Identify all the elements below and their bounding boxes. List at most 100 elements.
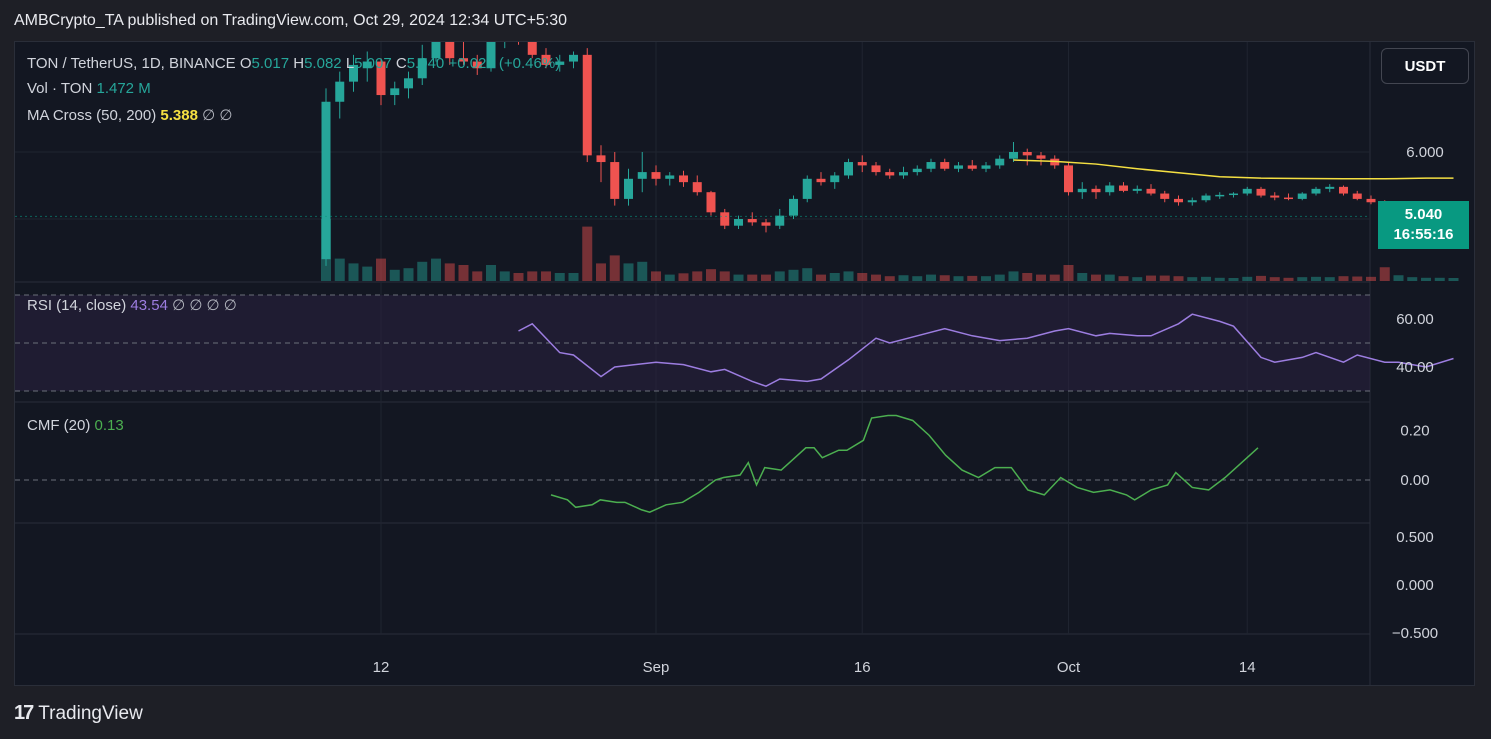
open-value: 5.017 xyxy=(251,55,290,72)
volume-label[interactable]: Vol · TON xyxy=(27,80,93,97)
candle-body xyxy=(1311,188,1321,194)
volume-bar xyxy=(637,261,648,281)
volume-bar xyxy=(389,269,400,281)
candle-body xyxy=(376,61,386,96)
volume-bar xyxy=(1297,277,1308,281)
volume-bar xyxy=(857,273,868,281)
candle-body xyxy=(761,222,771,226)
candle-body xyxy=(637,172,647,179)
rsi-tick-label: 60.00 xyxy=(1396,311,1434,328)
candle-body xyxy=(582,54,592,156)
candle-body xyxy=(844,162,853,176)
candle-body xyxy=(789,198,798,216)
currency-button[interactable]: USDT xyxy=(1381,48,1469,84)
close-label: C xyxy=(395,55,407,72)
candle-body xyxy=(445,42,455,59)
candle-body xyxy=(954,165,963,169)
candle-body xyxy=(747,219,757,223)
candle-body xyxy=(1229,193,1238,196)
chart-canvas[interactable]: 6.000 60.00 40.00 0.20 0.00 0.500 0.000 −0.500 1… xyxy=(15,42,1474,685)
candle-body xyxy=(404,78,413,89)
candle-body xyxy=(1215,194,1225,197)
symbol-name[interactable]: TON / TetherUS, 1D, BINANCE xyxy=(27,55,236,72)
volume-bar xyxy=(1118,276,1129,281)
candle-body xyxy=(995,158,1005,166)
volume-bar xyxy=(1036,274,1046,281)
ma-value: 5.388 xyxy=(160,107,198,124)
volume-bar xyxy=(1311,276,1321,281)
volume-bar xyxy=(1283,277,1294,281)
volume-bar xyxy=(1269,277,1280,281)
volume-bar xyxy=(788,269,799,281)
cmf-label[interactable]: CMF (20) xyxy=(27,417,91,434)
time-tick-label: 16 xyxy=(854,659,871,676)
candle-body xyxy=(472,61,482,69)
volume-bar xyxy=(568,273,579,281)
volume-bar xyxy=(1091,274,1101,281)
candle-body xyxy=(1297,193,1307,199)
candle-body xyxy=(486,42,496,69)
volume-bar xyxy=(1256,275,1266,281)
volume-bar xyxy=(582,226,593,281)
open-label: O xyxy=(239,55,252,72)
volume-bar xyxy=(664,274,675,281)
volume-bar xyxy=(926,274,936,281)
volume-bar xyxy=(403,268,414,281)
candle-body xyxy=(679,175,688,183)
volume-bar xyxy=(816,274,826,281)
candle-body xyxy=(1077,188,1087,193)
candle-body xyxy=(1256,188,1266,196)
candle-body xyxy=(1325,186,1335,189)
high-label: H xyxy=(293,55,305,72)
volume-bar xyxy=(733,274,744,281)
volume-bar xyxy=(706,269,716,281)
low-value: 5.007 xyxy=(354,55,392,72)
high-value: 5.082 xyxy=(304,55,342,72)
candle-body xyxy=(802,178,812,199)
volume-bar xyxy=(623,263,634,281)
price-tick-label: 6.000 xyxy=(1406,144,1444,161)
volume-bar xyxy=(1366,276,1376,281)
candle-body xyxy=(1366,198,1376,203)
candle-body xyxy=(1174,198,1183,203)
candle-body xyxy=(816,178,826,183)
candle-body xyxy=(871,165,881,173)
candle-body xyxy=(1201,195,1211,201)
candle-body xyxy=(541,54,551,65)
time-tick-label: 14 xyxy=(1239,659,1256,676)
symbol-legend: TON / TetherUS, 1D, BINANCE O5.017 H5.08… xyxy=(27,55,560,72)
candle-body xyxy=(1146,188,1156,194)
low-label: L xyxy=(345,55,355,72)
volume-bar xyxy=(417,261,428,281)
candle-body xyxy=(1036,155,1046,159)
candle-body xyxy=(335,81,345,102)
volume-bar xyxy=(1104,274,1115,281)
candle-body xyxy=(624,178,633,199)
volume-bar xyxy=(747,274,758,281)
volume-bar xyxy=(1173,276,1184,281)
chart-frame[interactable]: 6.000 60.00 40.00 0.20 0.00 0.500 0.000 −0.500 1… xyxy=(14,41,1475,686)
volume-bar xyxy=(1434,277,1445,281)
volume-bar xyxy=(1132,277,1143,281)
cmf-legend: CMF (20) 0.13 xyxy=(27,417,124,434)
last-price-badge: 5.040 16:55:16 xyxy=(1378,201,1469,249)
volume-bar xyxy=(527,271,538,281)
candle-body xyxy=(885,172,895,176)
cmf-tick-label: 0.20 xyxy=(1400,422,1429,439)
volume-bar xyxy=(1049,274,1060,281)
candle-body xyxy=(665,175,675,179)
volume-bar xyxy=(898,275,909,281)
candle-body xyxy=(1132,188,1142,191)
time-tick-label: 12 xyxy=(373,659,390,676)
rsi-label[interactable]: RSI (14, close) xyxy=(27,297,127,314)
candle-body xyxy=(857,162,867,166)
volume-bar xyxy=(939,275,950,281)
ma-label[interactable]: MA Cross (50, 200) xyxy=(27,107,157,124)
candle-body xyxy=(431,42,441,59)
volume-bar xyxy=(334,258,345,281)
candle-body xyxy=(720,212,730,226)
candle-body xyxy=(651,172,661,179)
candle-body xyxy=(527,42,537,55)
tradingview-brand[interactable]: 17 TradingView xyxy=(14,702,143,725)
volume-bar xyxy=(1407,277,1418,281)
